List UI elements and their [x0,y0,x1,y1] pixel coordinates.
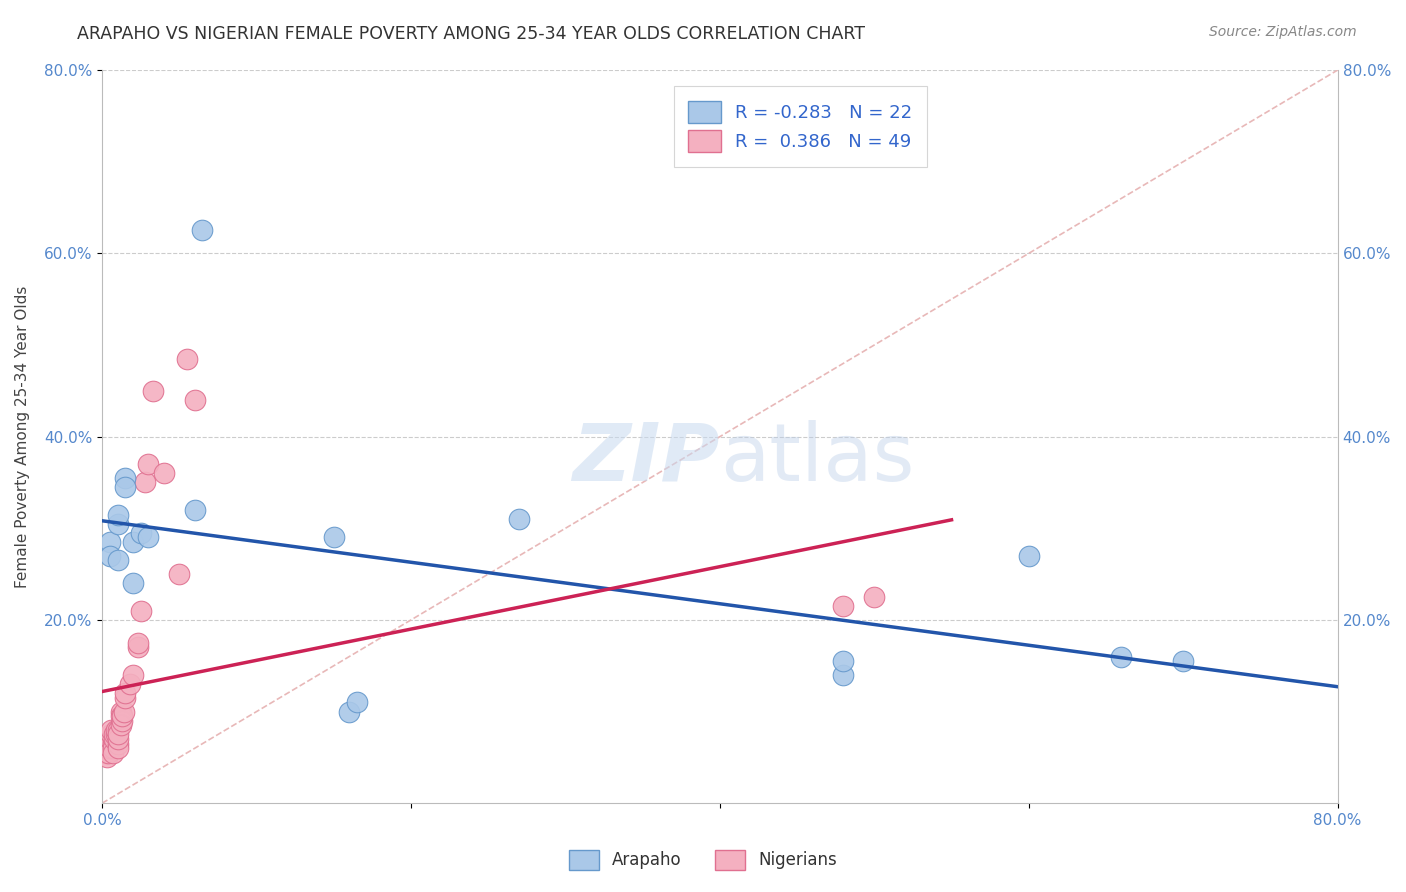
Point [191,223,214,237]
Point [138,457,160,471]
Point [107,508,129,522]
Point [127,636,149,650]
Point [100,723,122,737]
Point [122,576,145,591]
Point [114,686,136,700]
Point [100,727,122,741]
Point [96,737,118,751]
Point [94,737,117,751]
Point [1018,549,1040,563]
Point [111,709,134,723]
Point [184,503,207,517]
Point [508,512,530,526]
Point [114,690,136,705]
Text: atlas: atlas [720,419,914,498]
Point [98,549,121,563]
Point [832,654,855,668]
Point [169,567,191,582]
Point [94,741,117,756]
Point [105,727,128,741]
Point [153,467,176,481]
Point [110,705,132,719]
Point [129,604,152,618]
Point [114,471,136,485]
Point [103,732,125,747]
Point [1111,649,1133,664]
Point [127,640,149,655]
Point [107,516,129,531]
Point [103,727,125,741]
Text: Source: ZipAtlas.com: Source: ZipAtlas.com [1209,25,1357,39]
Point [98,732,121,747]
Legend: R = -0.283   N = 22, R =  0.386   N = 49: R = -0.283 N = 22, R = 0.386 N = 49 [673,87,927,167]
Point [101,741,124,756]
Point [97,746,120,760]
Point [110,718,132,732]
Point [134,475,156,490]
Point [138,531,160,545]
Point [832,599,855,614]
Point [107,723,129,737]
Point [107,553,129,567]
Point [337,705,360,719]
Point [176,351,198,366]
Point [832,668,855,682]
Point [98,535,121,549]
Point [122,535,145,549]
Point [96,741,118,756]
Point [107,732,129,747]
Point [114,480,136,494]
Point [112,705,135,719]
Point [118,677,141,691]
Point [96,746,118,760]
Point [1173,654,1195,668]
Text: ARAPAHO VS NIGERIAN FEMALE POVERTY AMONG 25-34 YEAR OLDS CORRELATION CHART: ARAPAHO VS NIGERIAN FEMALE POVERTY AMONG… [77,25,865,43]
Point [346,695,368,709]
Legend: Arapaho, Nigerians: Arapaho, Nigerians [562,843,844,877]
Point [122,668,145,682]
Point [184,392,207,407]
Point [322,531,344,545]
Point [110,709,132,723]
Point [107,741,129,756]
Point [101,746,124,760]
Y-axis label: Female Poverty Among 25-34 Year Olds: Female Poverty Among 25-34 Year Olds [15,285,30,588]
Point [98,737,121,751]
Point [142,384,165,398]
Point [94,746,117,760]
Point [129,525,152,540]
Point [97,741,120,756]
Point [111,714,134,728]
Point [105,723,128,737]
Point [96,750,118,764]
Point [101,737,124,751]
Point [97,741,120,756]
Point [107,737,129,751]
Point [863,590,886,604]
Point [107,727,129,741]
Text: ZIP: ZIP [572,419,720,498]
Point [98,741,121,756]
